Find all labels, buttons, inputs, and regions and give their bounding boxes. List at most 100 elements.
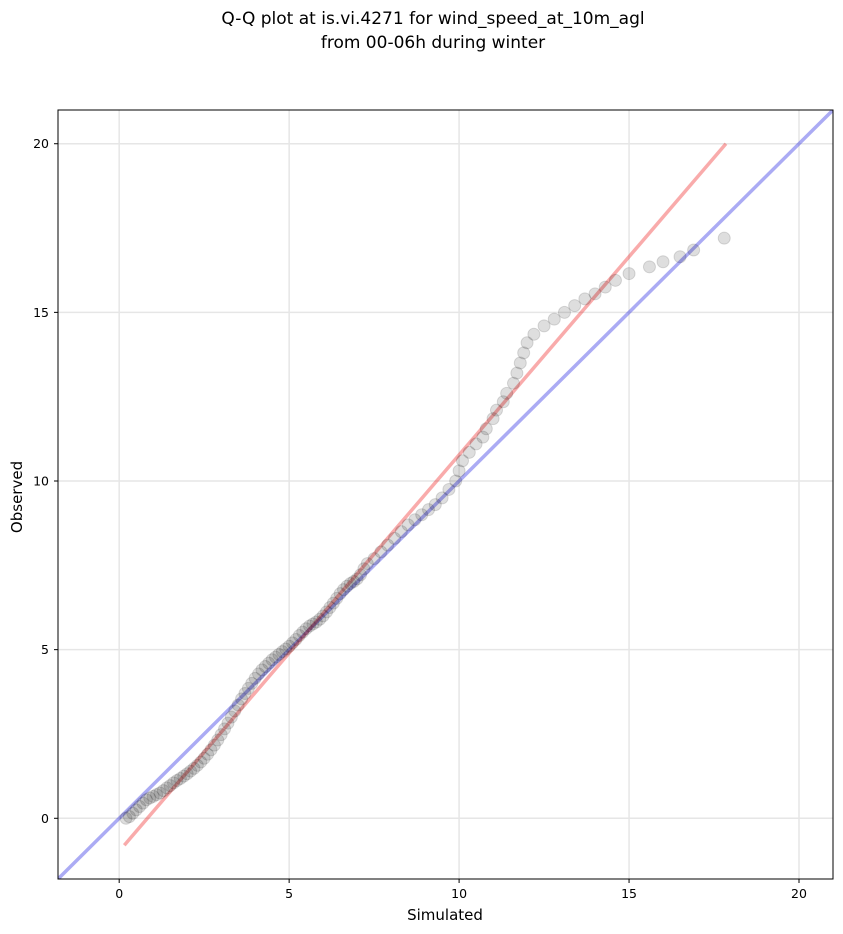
quantile-point	[506, 376, 520, 390]
x-tick-label: 15	[621, 886, 637, 901]
quantile-point	[455, 454, 469, 468]
quantile-point	[119, 811, 133, 825]
quantile-point	[235, 692, 249, 706]
quantile-point	[194, 755, 208, 769]
quantile-point	[568, 299, 582, 313]
quantile-point	[265, 653, 279, 667]
quantile-point	[673, 250, 687, 264]
quantile-point	[204, 743, 218, 757]
quantile-point	[139, 793, 153, 807]
quantile-point	[187, 761, 201, 775]
quantile-point	[238, 686, 252, 700]
quantile-point	[272, 647, 286, 661]
quantile-point	[170, 774, 184, 788]
quantile-point	[299, 622, 313, 636]
quantile-point	[513, 356, 527, 370]
quantile-point	[476, 430, 490, 444]
y-tick-label: 15	[33, 305, 49, 320]
quantile-point	[262, 656, 276, 670]
quantile-point	[211, 733, 225, 747]
quantile-point	[122, 810, 136, 824]
quantile-point	[608, 273, 622, 287]
quantile-point	[394, 525, 408, 539]
quantile-point	[218, 722, 232, 736]
quantile-point	[129, 803, 143, 817]
quantile-point	[588, 287, 602, 301]
x-tick-label: 10	[451, 886, 467, 901]
quantile-point	[656, 255, 670, 269]
chart-title-line-2: from 00-06h during winter	[321, 33, 545, 53]
y-tick-label: 10	[33, 474, 49, 489]
quantile-point	[309, 615, 323, 629]
quantile-point	[269, 650, 283, 664]
quantile-point	[415, 508, 429, 522]
y-tick-label: 5	[41, 642, 49, 657]
grid-lines	[58, 110, 833, 879]
quantile-point	[150, 788, 164, 802]
quantile-point	[578, 292, 592, 306]
quantile-point	[343, 577, 357, 591]
x-axis-label: Simulated	[407, 906, 483, 924]
quantile-point	[275, 645, 289, 659]
quantile-point	[279, 642, 293, 656]
quantile-point	[354, 568, 368, 582]
quantile-point	[282, 639, 296, 653]
quantile-point	[360, 557, 374, 571]
quantile-point	[489, 403, 503, 417]
quantile-point	[527, 327, 541, 341]
quantile-point	[163, 779, 177, 793]
quantile-point	[306, 617, 320, 631]
quantile-point	[248, 671, 262, 685]
quantile-point	[337, 583, 351, 597]
quantile-point	[435, 491, 449, 505]
y-axis-label: Observed	[8, 461, 26, 533]
quantile-point	[401, 518, 415, 532]
y-axis-ticks: 0 5 10 15 20	[33, 136, 58, 826]
quantile-point	[143, 791, 157, 805]
x-axis-ticks: 0 5 10 15 20	[115, 879, 807, 901]
quantile-point	[190, 758, 204, 772]
chart-title-line-1: Q-Q plot at is.vi.4271 for wind_speed_at…	[221, 9, 644, 29]
quantile-point	[428, 498, 442, 512]
quantile-point	[340, 579, 354, 593]
quantile-point	[180, 767, 194, 781]
y-tick-label: 20	[33, 136, 49, 151]
quantile-point	[231, 698, 245, 712]
quantile-point	[374, 545, 388, 559]
reference-lines	[58, 110, 833, 879]
fit-line	[122, 142, 728, 847]
quantile-point	[367, 552, 381, 566]
quantile-point	[292, 628, 306, 642]
x-tick-label: 0	[115, 886, 123, 901]
quantile-point	[224, 710, 238, 724]
quantile-point	[255, 663, 269, 677]
quantile-point	[479, 422, 493, 436]
quantile-point	[452, 464, 466, 478]
x-tick-label: 20	[791, 886, 807, 901]
quantile-point	[126, 806, 140, 820]
quantile-point	[687, 243, 701, 257]
quantile-point	[214, 728, 228, 742]
quantile-point	[557, 305, 571, 319]
quantile-point	[517, 346, 531, 360]
quantile-point	[486, 412, 500, 426]
quantile-point	[717, 231, 731, 245]
quantile-point	[347, 575, 361, 589]
quantile-point	[598, 280, 612, 294]
quantile-point	[177, 769, 191, 783]
quantile-point	[442, 482, 456, 496]
quantile-point	[388, 531, 402, 545]
quantile-point	[642, 260, 656, 274]
quantile-point	[537, 319, 551, 333]
quantile-points	[119, 231, 731, 825]
quantile-point	[326, 596, 340, 610]
quantile-point	[296, 625, 310, 639]
plot-frame	[57, 109, 834, 880]
quantile-point	[228, 704, 242, 718]
quantile-point	[350, 572, 364, 586]
quantile-point	[449, 474, 463, 488]
quantile-point	[153, 786, 167, 800]
quantile-point	[622, 267, 636, 281]
quantile-point	[160, 781, 174, 795]
quantile-point	[520, 336, 534, 350]
